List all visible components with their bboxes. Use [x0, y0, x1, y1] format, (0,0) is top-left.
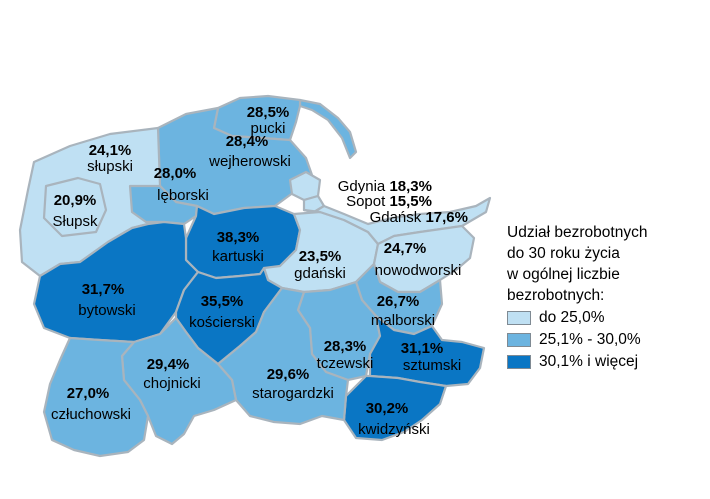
legend-swatch-dark — [507, 355, 531, 369]
region-leborski-shape[interactable] — [128, 184, 199, 226]
region-name-starogardzki: starogardzki — [252, 385, 334, 402]
legend-title-line: bezrobotnych: — [507, 287, 605, 304]
region-name-wejherowski: wejherowski — [208, 153, 291, 170]
region-name-slupski: słupski — [87, 158, 133, 175]
region-name-malborski: malborski — [371, 312, 435, 329]
region-name-bytowski: bytowski — [78, 302, 136, 319]
region-starogardzki-shape[interactable] — [216, 286, 350, 426]
region-value-starogardzki: 29,6% — [267, 366, 310, 383]
legend-title-line: w ogólnej liczbie — [507, 266, 620, 283]
region-name-kartuski: kartuski — [212, 248, 264, 265]
city-label-gdynia: Gdynia 18,3% — [338, 178, 432, 195]
region-name-gdanski: gdański — [294, 265, 346, 282]
region-czluchowski-shape[interactable] — [42, 336, 150, 458]
region-slupsk-shape[interactable] — [42, 176, 108, 238]
legend-label: 30,1% i więcej — [539, 353, 639, 370]
city-name-gdansk: Gdańsk — [370, 209, 426, 226]
region-shapes — [18, 94, 492, 458]
region-value-nowodworski: 24,7% — [384, 240, 427, 257]
region-value-slupsk: 20,9% — [54, 192, 97, 209]
hel-peninsula-shape[interactable] — [298, 98, 358, 160]
legend-item-light: do 25,0% — [507, 308, 707, 328]
legend-swatch-light — [507, 311, 531, 325]
legend-item-medium: 25,1% - 30,0% — [507, 330, 707, 350]
legend-item-dark: 30,1% i więcej — [507, 352, 707, 372]
region-value-wejherowski: 28,4% — [226, 133, 269, 150]
legend-swatch-medium — [507, 333, 531, 347]
city-value-gdansk: 17,6% — [425, 209, 468, 226]
region-name-slupsk: Słupsk — [52, 213, 98, 230]
region-value-gdanski: 23,5% — [299, 248, 342, 265]
legend-title-line: Udział bezrobotnych — [507, 224, 648, 241]
city-name-sopot: Sopot — [346, 193, 389, 210]
region-name-kwidzynski: kwidzyński — [358, 421, 430, 438]
region-value-pucki: 28,5% — [247, 104, 290, 121]
legend: Udział bezrobotnych do 30 roku życia w o… — [507, 222, 707, 372]
region-value-koscierski: 35,5% — [201, 293, 244, 310]
city-value-gdynia: 18,3% — [389, 178, 432, 195]
region-value-sztumski: 31,1% — [401, 340, 444, 357]
region-name-nowodworski: nowodworski — [375, 262, 462, 279]
city-label-sopot: Sopot 15,5% — [346, 193, 432, 210]
region-name-pucki: pucki — [250, 120, 285, 137]
region-name-chojnicki: chojnicki — [143, 375, 201, 392]
legend-label: do 25,0% — [539, 309, 605, 326]
region-sztumski-shape[interactable] — [368, 314, 486, 388]
city-name-gdynia: Gdynia — [338, 178, 390, 195]
region-gdansk-shape[interactable] — [302, 196, 492, 246]
city-label-gdansk: Gdańsk 17,6% — [370, 209, 468, 226]
region-value-slupski: 24,1% — [89, 142, 132, 159]
region-value-chojnicki: 29,4% — [147, 356, 190, 373]
region-value-tczewski: 28,3% — [324, 338, 367, 355]
region-name-leborski: lęborski — [157, 187, 209, 204]
region-value-czluchowski: 27,0% — [67, 385, 110, 402]
region-value-malborski: 26,7% — [377, 293, 420, 310]
legend-title: Udział bezrobotnych do 30 roku życia w o… — [507, 222, 707, 306]
region-name-koscierski: kościerski — [189, 314, 255, 331]
region-value-leborski: 28,0% — [154, 165, 197, 182]
legend-title-line: do 30 roku życia — [507, 245, 620, 262]
region-value-bytowski: 31,7% — [82, 281, 125, 298]
region-value-kartuski: 38,3% — [217, 229, 260, 246]
city-value-sopot: 15,5% — [389, 193, 432, 210]
region-name-sztumski: sztumski — [403, 357, 461, 374]
legend-label: 25,1% - 30,0% — [539, 331, 641, 348]
region-name-tczewski: tczewski — [317, 355, 374, 372]
region-value-kwidzynski: 30,2% — [366, 400, 409, 417]
region-name-czluchowski: człuchowski — [51, 406, 131, 423]
